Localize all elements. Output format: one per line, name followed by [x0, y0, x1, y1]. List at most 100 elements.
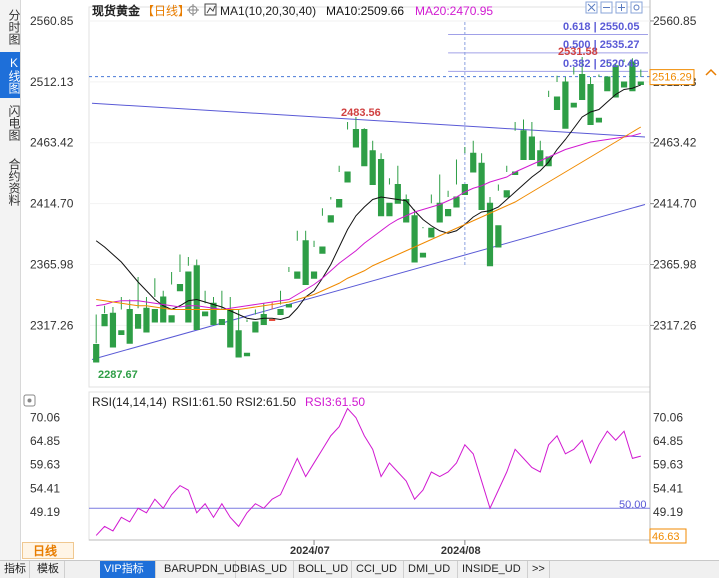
candle-body: [193, 265, 200, 330]
candle-body: [109, 312, 117, 348]
candle-body: [143, 307, 150, 333]
rsi-last-box: [649, 528, 687, 544]
period-tag: 【日线】: [142, 4, 190, 18]
tab-inside[interactable]: INSIDE_UD: [458, 561, 528, 578]
price-tick-right: 2560.85: [653, 14, 697, 28]
price-tick-right: 2317.26: [653, 318, 697, 332]
tab-templates[interactable]: 模板: [33, 561, 65, 578]
candle-body: [587, 84, 594, 125]
candle-body: [285, 304, 292, 308]
tab-boll[interactable]: BOLL_UD: [294, 561, 352, 578]
tab-lightning[interactable]: 闪电图: [7, 105, 21, 141]
plus-icon[interactable]: [615, 1, 628, 14]
candle-body: [520, 130, 527, 160]
rsi-50-label: 50.00: [619, 499, 647, 511]
ma10-value: MA10:2509.66: [326, 4, 404, 18]
candle-body: [528, 136, 535, 160]
candle-body: [403, 199, 410, 223]
tab-indicators[interactable]: 指标: [0, 561, 30, 578]
candle-body: [419, 252, 427, 258]
crosshair-icon[interactable]: [187, 4, 199, 16]
trendline[interactable]: [91, 204, 646, 360]
price-tick-left: 2560.85: [30, 14, 74, 28]
candle-body: [436, 202, 443, 223]
candle-body: [134, 314, 142, 329]
candle-body: [202, 311, 209, 317]
candle-body: [277, 309, 284, 315]
candle-body: [570, 102, 577, 108]
rsi-lines: 70.06 70.06 64.85 64.85 59.63 59.63 54.41 54.41…: [30, 407, 683, 536]
side-tabs: 分时图 K线图 闪电图 合约资料: [0, 0, 21, 560]
tab-kline[interactable]: K线图: [0, 52, 21, 98]
period-selector[interactable]: 日线: [22, 542, 74, 559]
rsi-tick-right: 70.06: [653, 410, 683, 424]
tab-barupdn[interactable]: BARUPDN_UD: [160, 561, 240, 578]
expand-icon[interactable]: [705, 68, 717, 76]
settings-icon[interactable]: [630, 1, 643, 14]
ma-params: MA1(10,20,30,40): [220, 4, 316, 18]
close-icon[interactable]: [585, 1, 598, 14]
candle-body: [495, 225, 502, 248]
tab-dmi[interactable]: DMI_UD: [404, 561, 458, 578]
candle-body: [118, 330, 125, 335]
candle-body: [176, 284, 184, 292]
candle-body: [386, 202, 393, 217]
grid-lines: [89, 20, 650, 326]
fib-0618-label: 0.618 | 2550.05: [563, 21, 639, 33]
candle-body: [470, 152, 477, 173]
candle-body: [503, 190, 510, 198]
rsi-tick-right: 54.41: [653, 481, 683, 495]
ma20-value: MA20:2470.95: [415, 4, 493, 18]
candle-body: [168, 315, 175, 323]
candle-body: [93, 344, 100, 363]
rsi3-value: RSI3:61.50: [305, 395, 365, 409]
rsi-tick-left: 54.41: [30, 481, 60, 495]
rsi-tick-left: 59.63: [30, 458, 60, 472]
tab-more[interactable]: >>: [528, 561, 550, 578]
rsi-tick-left: 70.06: [30, 410, 60, 424]
candle-body: [461, 184, 468, 195]
candle-body: [218, 319, 225, 325]
price-tick-right: 2414.70: [653, 197, 697, 211]
indicator-toggle-icon[interactable]: [204, 3, 217, 16]
price-tick-left: 2365.98: [30, 258, 74, 272]
ma-line-ma20: [96, 132, 641, 311]
tab-cci[interactable]: CCI_UD: [352, 561, 404, 578]
candle-body: [486, 202, 494, 267]
rsi-plot-frame: [88, 391, 651, 541]
current-price-label: 2516.29: [652, 72, 692, 84]
candle-body: [453, 196, 460, 208]
candle-body: [235, 330, 242, 358]
tab-vip-indicators[interactable]: VIP指标: [100, 561, 156, 578]
candle-body: [319, 246, 326, 254]
candle-body: [185, 271, 192, 323]
candle-body: [101, 314, 108, 327]
candle-body: [210, 302, 217, 325]
candle-body: [352, 129, 360, 148]
tab-contract-info[interactable]: 合约资料: [7, 158, 21, 206]
tab-timeshare[interactable]: 分时图: [7, 9, 21, 45]
candle-body: [227, 309, 234, 348]
price-tick-right: 2365.98: [653, 258, 697, 272]
candles: [93, 57, 644, 363]
candle-body: [269, 319, 276, 321]
symbol-title: 现货黄金: [92, 3, 141, 18]
candle-body: [394, 184, 401, 204]
candle-body: [620, 81, 628, 88]
trendline[interactable]: [91, 102, 646, 138]
low-label-2287: 2287.67: [98, 369, 138, 381]
candle-body: [445, 209, 452, 217]
minus-icon[interactable]: [600, 1, 613, 14]
ma-line-ma30: [96, 126, 642, 310]
ma-line-ma10: [95, 84, 641, 321]
rsi-tick-right: 49.19: [653, 505, 683, 519]
rsi-settings-icon[interactable]: [23, 394, 36, 407]
candle-body: [428, 227, 435, 238]
rsi-tick-left: 64.85: [30, 434, 60, 448]
tab-bias[interactable]: BIAS_UD: [236, 561, 294, 578]
price-tick-left: 2317.26: [30, 318, 74, 332]
high-label-2483: 2483.56: [341, 107, 381, 119]
chart-canvas[interactable]: 2560.852560.852512.132512.132463.422463.…: [0, 0, 719, 560]
rsi-title: RSI(14,14,14): [92, 395, 167, 409]
candle-body: [604, 76, 611, 92]
